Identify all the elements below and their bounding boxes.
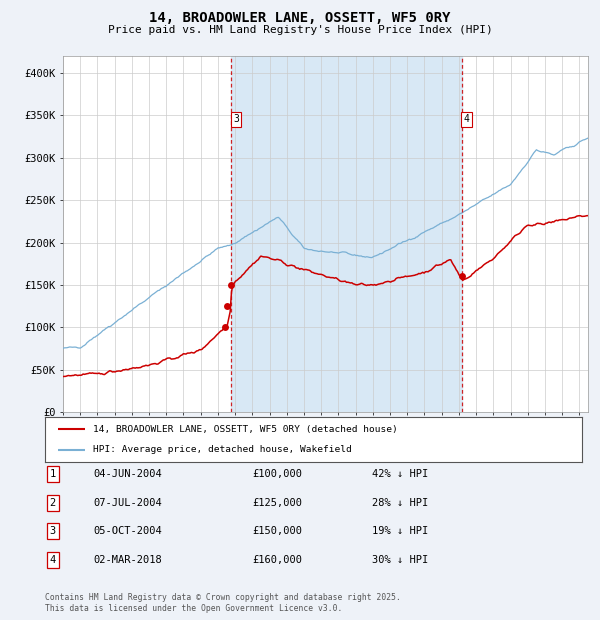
Text: 14, BROADOWLER LANE, OSSETT, WF5 0RY (detached house): 14, BROADOWLER LANE, OSSETT, WF5 0RY (de… [94, 425, 398, 434]
Bar [231, 56, 462, 412]
Text: 42% ↓ HPI: 42% ↓ HPI [372, 469, 428, 479]
Text: 1: 1 [50, 469, 56, 479]
Text: £100,000: £100,000 [252, 469, 302, 479]
Text: 4: 4 [464, 115, 470, 125]
Text: £125,000: £125,000 [252, 498, 302, 508]
Text: 3: 3 [233, 115, 239, 125]
Text: 05-OCT-2004: 05-OCT-2004 [93, 526, 162, 536]
Text: 2: 2 [50, 498, 56, 508]
Text: Price paid vs. HM Land Registry's House Price Index (HPI): Price paid vs. HM Land Registry's House … [107, 25, 493, 35]
Text: 04-JUN-2004: 04-JUN-2004 [93, 469, 162, 479]
Text: 02-MAR-2018: 02-MAR-2018 [93, 555, 162, 565]
Text: £150,000: £150,000 [252, 526, 302, 536]
Text: £160,000: £160,000 [252, 555, 302, 565]
Text: 19% ↓ HPI: 19% ↓ HPI [372, 526, 428, 536]
Text: Contains HM Land Registry data © Crown copyright and database right 2025.
This d: Contains HM Land Registry data © Crown c… [45, 593, 401, 613]
Text: 14, BROADOWLER LANE, OSSETT, WF5 0RY: 14, BROADOWLER LANE, OSSETT, WF5 0RY [149, 11, 451, 25]
Text: HPI: Average price, detached house, Wakefield: HPI: Average price, detached house, Wake… [94, 445, 352, 454]
Text: 3: 3 [50, 526, 56, 536]
Text: 30% ↓ HPI: 30% ↓ HPI [372, 555, 428, 565]
Text: 28% ↓ HPI: 28% ↓ HPI [372, 498, 428, 508]
Text: 4: 4 [50, 555, 56, 565]
Text: 07-JUL-2004: 07-JUL-2004 [93, 498, 162, 508]
